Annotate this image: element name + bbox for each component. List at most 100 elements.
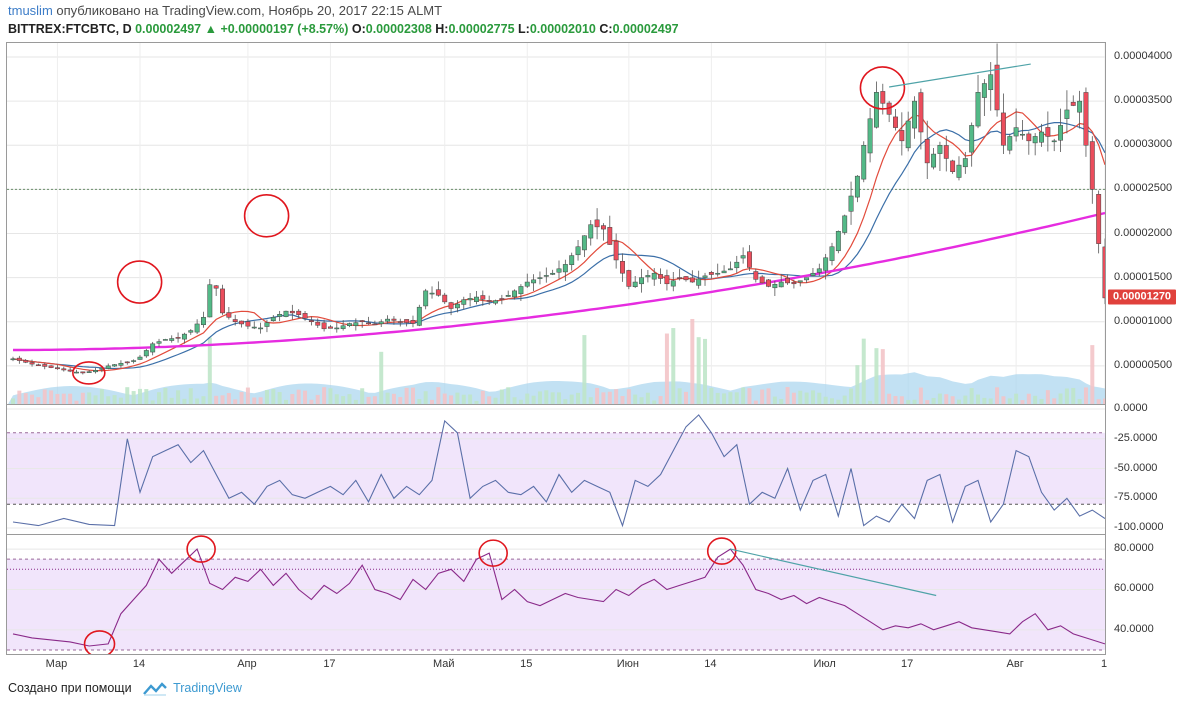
volume-bar: [1064, 388, 1069, 404]
candle-body: [816, 268, 822, 273]
price-chart[interactable]: [7, 43, 1106, 405]
volume-bar: [42, 389, 47, 404]
candle-body: [988, 74, 994, 91]
volume-bar: [931, 397, 936, 404]
volume-bar: [474, 400, 479, 404]
price-change: +0.00000197 (+8.57%): [220, 22, 349, 36]
volume-bar: [106, 396, 111, 404]
candle-body: [429, 292, 435, 295]
volume-bar: [423, 391, 428, 404]
candle-body: [239, 320, 245, 325]
annotation-circle: [186, 535, 216, 563]
volume-bar: [976, 394, 981, 404]
volume-bar: [461, 394, 466, 404]
y-tick-label: 0.00003500: [1114, 94, 1173, 107]
rsi-panel[interactable]: [6, 534, 1106, 655]
candle-body: [315, 321, 321, 326]
volume-bar: [131, 391, 136, 404]
y-tick-label: -75.0000: [1114, 491, 1158, 504]
candle-body: [569, 255, 575, 266]
rsi-band: [7, 559, 1105, 650]
candle-body: [1070, 101, 1076, 106]
author-link[interactable]: tmuslim: [8, 3, 53, 18]
candle-body: [708, 272, 714, 275]
x-tick-label: Мар: [45, 658, 68, 670]
volume-bar: [804, 392, 809, 404]
volume-bar: [468, 394, 473, 404]
annotation-circle: [243, 194, 290, 238]
annotation-circle: [116, 260, 163, 304]
volume-bar: [157, 392, 162, 404]
candle-body: [232, 319, 238, 322]
volume-bar: [493, 397, 498, 404]
last-price-badge: 0.00001270: [1108, 289, 1176, 305]
candle-body: [175, 337, 181, 339]
volume-bar: [576, 392, 581, 404]
volume-bar: [360, 388, 365, 404]
candle-body: [435, 289, 441, 296]
volume-bar: [956, 399, 961, 404]
candle-body: [613, 240, 619, 261]
annotation-circle: [83, 630, 116, 654]
candle-body: [924, 139, 930, 164]
candle-body: [785, 277, 791, 284]
sma-mid-line: [12, 122, 1105, 370]
volume-bar: [455, 392, 460, 404]
rsi-line: [12, 548, 1105, 647]
candle-body: [740, 255, 746, 259]
volume-bar: [734, 392, 739, 404]
volume-bar: [1007, 398, 1012, 404]
candle-body: [950, 160, 956, 172]
high-value: 0.00002775: [448, 22, 515, 36]
volume-bar: [842, 395, 847, 404]
volume-bar: [950, 396, 955, 404]
oscillator-line: [12, 414, 1105, 528]
candle-body: [854, 175, 860, 198]
candle-body: [353, 322, 359, 326]
volume-bar: [703, 338, 708, 404]
volume-bar: [169, 397, 174, 404]
volume-bar: [791, 392, 796, 404]
volume-ma-area: [8, 372, 1105, 404]
volume-bar: [296, 389, 301, 404]
candle-body: [1039, 131, 1044, 143]
volume-bar: [112, 395, 117, 404]
candle-body: [651, 272, 657, 280]
candle-body: [347, 323, 352, 327]
candle-body: [29, 362, 35, 365]
tradingview-brand-link[interactable]: TradingView: [173, 681, 242, 695]
x-tick-label: Июн: [616, 658, 639, 670]
candle-body: [537, 277, 543, 279]
candle-body: [289, 310, 295, 314]
candle-body: [1077, 100, 1083, 113]
candle-body: [747, 251, 752, 268]
oscillator-panel[interactable]: [6, 404, 1106, 535]
rsi-chart[interactable]: [7, 535, 1106, 655]
volume-bar: [258, 397, 263, 404]
annotation-trendline: [730, 548, 937, 597]
price-panel[interactable]: [6, 42, 1106, 405]
candle-body: [531, 279, 537, 284]
volume-bar: [125, 387, 130, 404]
volume-bar: [1090, 345, 1095, 404]
candle-body: [905, 120, 911, 149]
candle-body: [835, 231, 841, 252]
candle-body: [131, 360, 137, 362]
volume-bar: [1045, 390, 1050, 404]
candle-body: [562, 264, 568, 273]
candle-body: [975, 92, 981, 127]
candle-body: [1032, 136, 1038, 144]
volume-bar: [118, 397, 123, 404]
volume-bar: [334, 394, 339, 404]
volume-bar: [1014, 393, 1019, 404]
volume-bar: [563, 399, 568, 404]
candle-body: [112, 364, 118, 367]
volume-bar: [912, 399, 917, 404]
candle-body: [137, 356, 143, 360]
candle-body: [620, 261, 625, 274]
candle-body: [702, 275, 708, 278]
volume-bar: [239, 392, 244, 404]
ohlc-header: BITTREX:FTCBTC, D 0.00002497 ▲ +0.000001…: [8, 22, 679, 36]
oscillator-chart[interactable]: [7, 405, 1106, 535]
candle-body: [1064, 109, 1070, 119]
